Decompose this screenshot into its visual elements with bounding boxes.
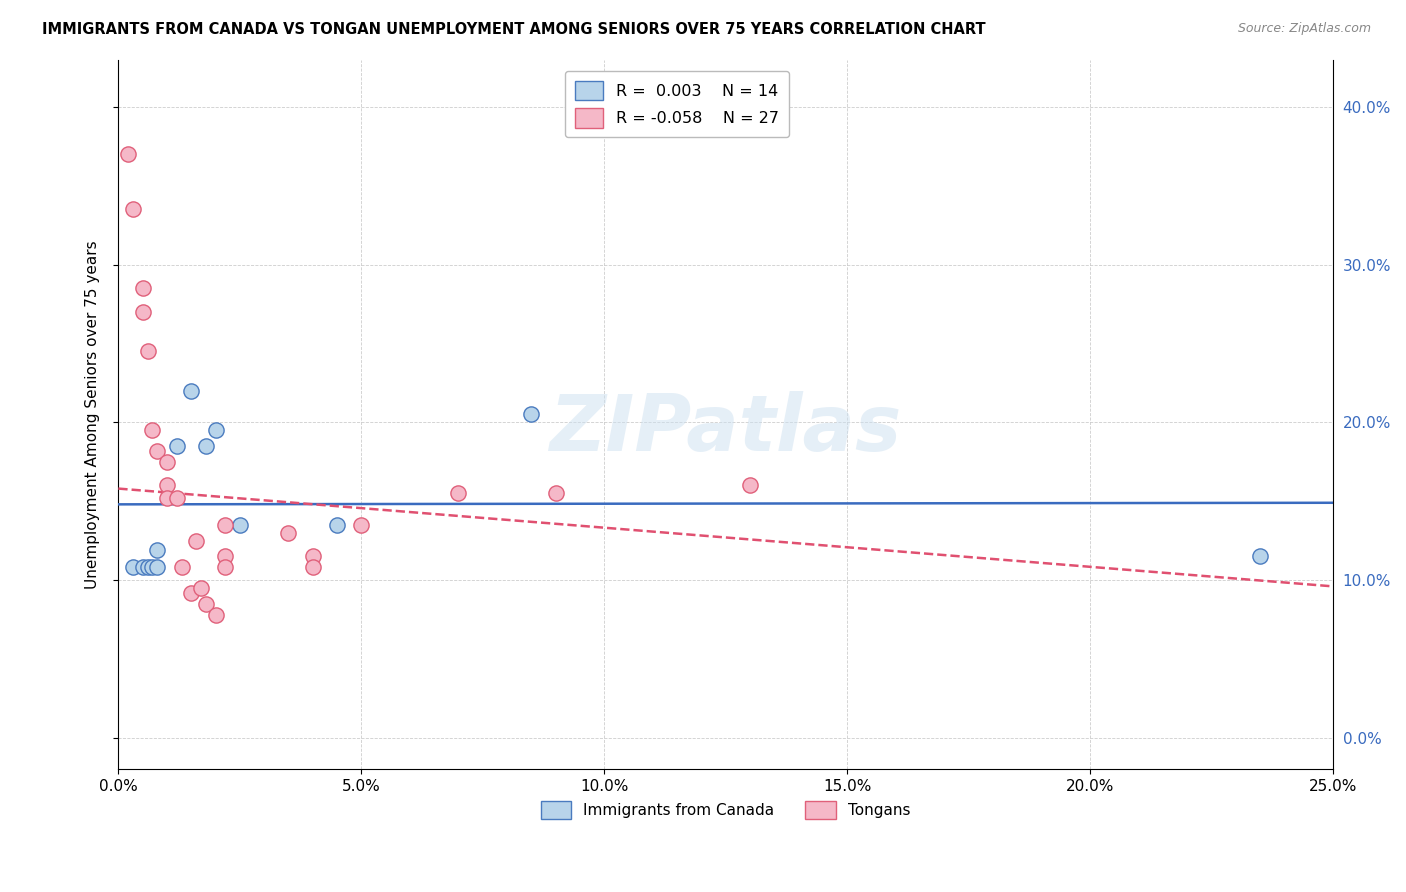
Text: ZIPatlas: ZIPatlas — [550, 391, 901, 467]
Point — [229, 517, 252, 532]
Point — [214, 517, 236, 532]
Point — [170, 560, 193, 574]
Point — [136, 344, 159, 359]
Point — [301, 560, 323, 574]
Point — [136, 560, 159, 574]
Point — [131, 305, 153, 319]
Point — [146, 543, 169, 558]
Point — [141, 560, 163, 574]
Point — [184, 533, 207, 548]
Point — [214, 549, 236, 564]
Point — [194, 439, 217, 453]
Point — [301, 549, 323, 564]
Point — [166, 491, 188, 505]
Point — [520, 408, 543, 422]
Point — [544, 486, 567, 500]
Point — [204, 607, 226, 622]
Point — [117, 147, 139, 161]
Point — [122, 560, 145, 574]
Point — [166, 439, 188, 453]
Point — [447, 486, 470, 500]
Point — [131, 281, 153, 295]
Point — [190, 581, 212, 595]
Point — [194, 597, 217, 611]
Point — [156, 478, 179, 492]
Point — [180, 585, 202, 599]
Point — [122, 202, 145, 217]
Point — [146, 560, 169, 574]
Text: Source: ZipAtlas.com: Source: ZipAtlas.com — [1237, 22, 1371, 36]
Point — [350, 517, 373, 532]
Point — [326, 517, 349, 532]
Point — [738, 478, 761, 492]
Point — [204, 423, 226, 437]
Point — [214, 560, 236, 574]
Text: IMMIGRANTS FROM CANADA VS TONGAN UNEMPLOYMENT AMONG SENIORS OVER 75 YEARS CORREL: IMMIGRANTS FROM CANADA VS TONGAN UNEMPLO… — [42, 22, 986, 37]
Point — [141, 423, 163, 437]
Point — [156, 491, 179, 505]
Point — [1249, 549, 1271, 564]
Y-axis label: Unemployment Among Seniors over 75 years: Unemployment Among Seniors over 75 years — [86, 240, 100, 589]
Point — [146, 443, 169, 458]
Legend: Immigrants from Canada, Tongans: Immigrants from Canada, Tongans — [534, 795, 917, 825]
Point — [156, 455, 179, 469]
Point — [180, 384, 202, 398]
Point — [277, 525, 299, 540]
Point — [131, 560, 153, 574]
